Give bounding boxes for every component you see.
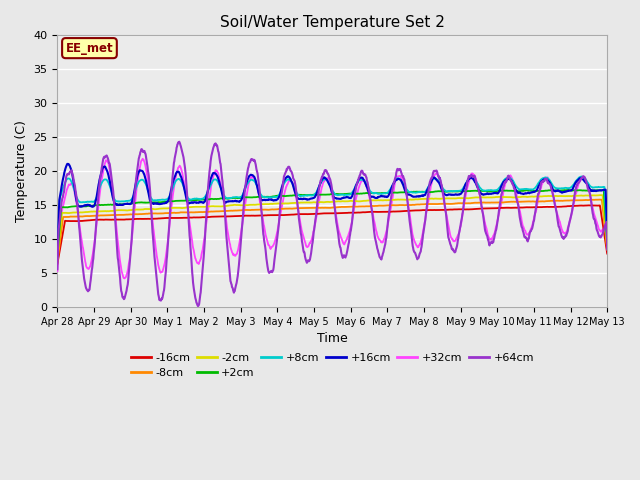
Y-axis label: Temperature (C): Temperature (C) (15, 120, 28, 222)
Text: EE_met: EE_met (66, 42, 113, 55)
X-axis label: Time: Time (317, 332, 348, 345)
Title: Soil/Water Temperature Set 2: Soil/Water Temperature Set 2 (220, 15, 445, 30)
Legend: -16cm, -8cm, -2cm, +2cm, +8cm, +16cm, +32cm, +64cm: -16cm, -8cm, -2cm, +2cm, +8cm, +16cm, +3… (126, 348, 538, 383)
